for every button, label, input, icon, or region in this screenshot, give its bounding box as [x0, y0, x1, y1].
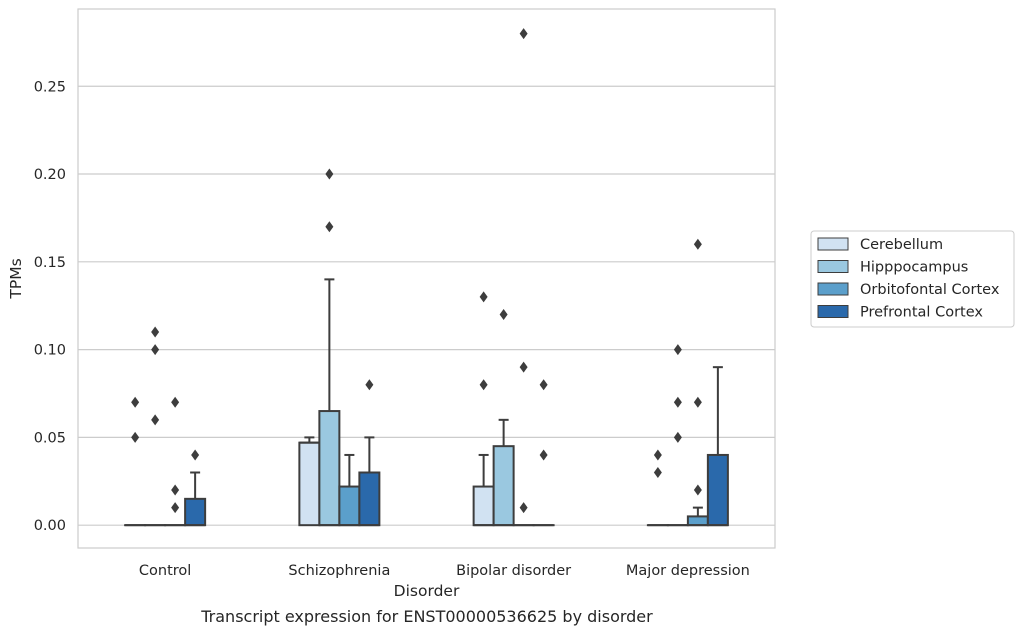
box — [666, 344, 689, 527]
x-tick-label: Schizophrenia — [288, 563, 390, 579]
outlier-point — [519, 361, 528, 373]
box — [298, 436, 321, 527]
outlier-point — [499, 308, 508, 320]
outlier-point — [539, 379, 548, 391]
box — [318, 168, 341, 527]
x-axis: Control Schizophrenia Bipolar disorder Majo… — [139, 563, 750, 579]
outlier-point — [171, 484, 180, 496]
outlier-point — [151, 344, 160, 356]
legend: Cerebellum Hipppocampus Orbitofontal Corte… — [810, 230, 1015, 328]
outlier-point — [673, 396, 682, 408]
outlier-point — [693, 484, 702, 496]
box — [164, 396, 187, 527]
box-plots — [124, 28, 729, 527]
box — [646, 449, 669, 527]
box-body — [492, 445, 515, 527]
box — [492, 308, 515, 527]
legend-swatch — [817, 260, 849, 273]
outlier-point — [693, 396, 702, 408]
outlier-point — [653, 449, 662, 461]
box-body — [706, 453, 729, 527]
legend-frame — [810, 230, 1015, 328]
outlier-point — [479, 379, 488, 391]
y-tick-label: 0.15 — [34, 255, 66, 271]
box-body — [358, 471, 381, 527]
legend-swatch — [817, 237, 849, 251]
y-tick-label: 0.00 — [34, 518, 66, 534]
legend-label: Cerebellum — [860, 237, 943, 253]
outlier-point — [519, 502, 528, 514]
box-body — [298, 441, 321, 527]
y-tick-label: 0.10 — [34, 343, 66, 359]
outlier-point — [653, 467, 662, 479]
box — [532, 379, 555, 527]
outlier-point — [131, 431, 140, 443]
outlier-point — [479, 291, 488, 303]
outlier-point — [171, 502, 180, 514]
outlier-point — [131, 396, 140, 408]
legend-label: Hipppocampus — [860, 260, 968, 276]
box — [358, 379, 381, 527]
outlier-point — [673, 344, 682, 356]
x-tick-label: Major depression — [626, 563, 750, 579]
x-tick-label: Control — [139, 563, 191, 579]
box-body — [472, 485, 495, 527]
box — [144, 326, 167, 527]
legend-label: Prefrontal Cortex — [860, 305, 983, 321]
outlier-point — [519, 28, 528, 40]
box — [338, 453, 361, 527]
outlier-point — [693, 238, 702, 250]
box — [472, 291, 495, 527]
x-axis-title: Disorder — [394, 582, 460, 600]
legend-swatch — [817, 305, 849, 318]
legend-swatch — [817, 282, 849, 296]
box-body — [184, 497, 207, 527]
outlier-point — [171, 396, 180, 408]
box — [706, 366, 729, 527]
y-tick-label: 0.05 — [34, 430, 66, 446]
box — [512, 28, 535, 527]
outlier-point — [365, 379, 374, 391]
box — [184, 449, 207, 527]
box — [124, 396, 147, 527]
outlier-point — [151, 326, 160, 338]
y-axis-title: TPMs — [7, 258, 25, 299]
y-tick-label: 0.20 — [34, 167, 66, 183]
y-tick-label: 0.25 — [34, 79, 66, 95]
outlier-point — [325, 221, 334, 233]
box-body — [318, 410, 341, 527]
gridlines — [78, 85, 775, 526]
box-body — [338, 485, 361, 527]
chart-caption: Transcript expression for ENST0000053662… — [200, 607, 653, 626]
outlier-point — [151, 414, 160, 426]
x-tick-label: Bipolar disorder — [456, 563, 571, 579]
outlier-point — [539, 449, 548, 461]
box — [686, 238, 709, 527]
y-axis: 0.00 0.05 0.10 0.15 0.20 0.25 — [34, 79, 66, 534]
plot-area-frame — [77, 8, 776, 549]
legend-label: Orbitofontal Cortex — [860, 282, 1000, 298]
outlier-point — [191, 449, 200, 461]
outlier-point — [325, 168, 334, 180]
box-body — [686, 515, 709, 527]
outlier-point — [673, 431, 682, 443]
